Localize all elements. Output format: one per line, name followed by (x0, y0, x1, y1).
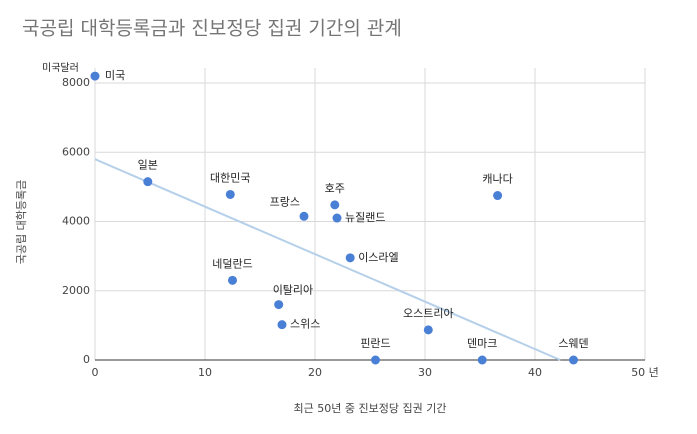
x-tick-label: 50 년 (631, 366, 659, 379)
point (371, 355, 380, 365)
point (569, 355, 578, 365)
y-tick-label: 4000 (62, 215, 90, 228)
point-label: 스웨덴 (558, 337, 588, 350)
point-label: 핀란드 (360, 337, 390, 350)
point (493, 191, 503, 201)
x-tick-label: 0 (92, 366, 99, 379)
point (332, 213, 342, 223)
y-axis-title: 국공립 대학등록금 (15, 180, 28, 264)
point-label: 이탈리아 (273, 284, 313, 297)
point (299, 211, 309, 221)
point-label: 대한민국 (210, 171, 250, 184)
x-tick-label: 30 (418, 366, 432, 379)
point-label: 스위스 (290, 318, 320, 331)
point (330, 200, 340, 210)
point-label: 캐나다 (482, 173, 512, 186)
point (345, 253, 355, 263)
y-tick-label: 2000 (62, 284, 90, 297)
point-label: 덴마크 (467, 337, 497, 350)
point-label: 미국 (105, 69, 125, 82)
y-tick-label: 0 (83, 353, 90, 366)
point-label: 네덜란드 (212, 257, 252, 270)
point-label: 오스트리아 (403, 307, 454, 320)
point (477, 355, 487, 365)
point-label: 호주 (325, 182, 345, 195)
y-unit: 미국달러 (42, 62, 79, 74)
y-tick-label: 8000 (62, 76, 90, 89)
trendline (94, 158, 561, 361)
point (274, 300, 284, 310)
point (143, 177, 153, 187)
point-label: 일본 (138, 158, 158, 172)
x-tick-label: 10 (198, 366, 212, 379)
x-tick-label: 40 (528, 366, 542, 379)
point (423, 325, 433, 335)
x-axis-title: 최근 50년 중 진보정당 집권 기간 (294, 402, 447, 415)
point-label: 이스라엘 (358, 251, 398, 264)
x-tick-label: 20 (308, 366, 322, 379)
point-label: 뉴질랜드 (345, 211, 385, 224)
chart-title: 국공립 대학등록금과 진보정당 집권 기간의 관계 (22, 18, 402, 40)
point (90, 71, 100, 81)
point (228, 275, 237, 285)
point-label: 프랑스 (270, 195, 300, 208)
point (225, 189, 235, 199)
point (277, 320, 287, 330)
y-tick-label: 6000 (62, 145, 90, 158)
